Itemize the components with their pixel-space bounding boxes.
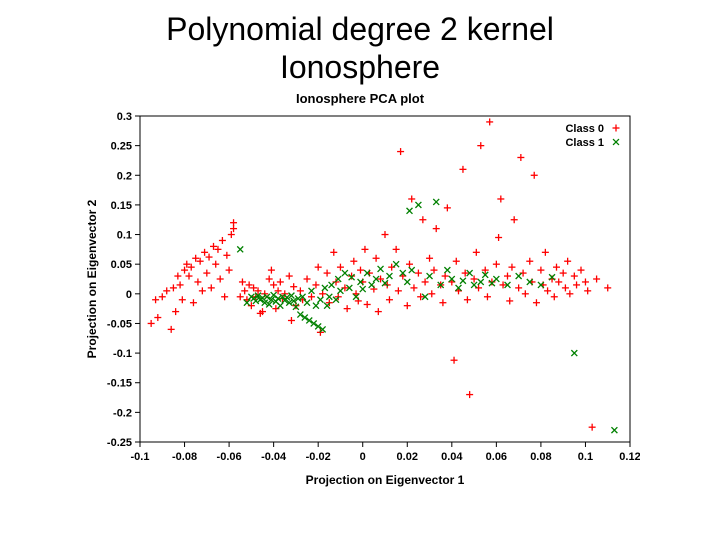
svg-text:0: 0	[126, 289, 132, 301]
svg-text:-0.02: -0.02	[306, 451, 331, 463]
svg-text:-0.04: -0.04	[261, 451, 287, 463]
svg-text:0: 0	[360, 451, 366, 463]
svg-text:0.1: 0.1	[117, 229, 132, 241]
svg-text:0.3: 0.3	[117, 111, 132, 123]
svg-text:-0.1: -0.1	[113, 348, 132, 360]
svg-text:0.08: 0.08	[530, 451, 551, 463]
svg-text:Projection on Eigenvector 2: Projection on Eigenvector 2	[85, 199, 99, 358]
svg-text:0.1: 0.1	[578, 451, 593, 463]
svg-text:-0.08: -0.08	[172, 451, 197, 463]
title-line-2: Ionosphere	[280, 49, 440, 85]
svg-text:Class 1: Class 1	[565, 137, 604, 149]
title-line-1: Polynomial degree 2 kernel	[166, 11, 554, 47]
svg-text:0.05: 0.05	[111, 259, 132, 271]
svg-text:0.2: 0.2	[117, 170, 132, 182]
svg-text:0.12: 0.12	[619, 451, 640, 463]
svg-text:Projection on Eigenvector 1: Projection on Eigenvector 1	[306, 473, 465, 487]
plot-area: -0.1 -0.08 -0.06 -0.04 -0.02 0 0.02 0.04 0.06 0.0…	[80, 110, 640, 490]
svg-text:-0.25: -0.25	[107, 437, 132, 449]
svg-text:-0.2: -0.2	[113, 407, 132, 419]
svg-text:-0.06: -0.06	[217, 451, 242, 463]
svg-text:0.25: 0.25	[111, 140, 132, 152]
svg-text:-0.05: -0.05	[107, 318, 132, 330]
chart-title: Ionosphere PCA plot	[80, 91, 640, 106]
svg-text:0.02: 0.02	[397, 451, 418, 463]
svg-text:0.04: 0.04	[441, 451, 463, 463]
scatter-plot-svg: -0.1 -0.08 -0.06 -0.04 -0.02 0 0.02 0.04 0.06 0.0…	[80, 110, 640, 490]
slide-title: Polynomial degree 2 kernel Ionosphere	[0, 10, 720, 87]
chart-container: Ionosphere PCA plot -0.1-0.08-0.06-0.04-…	[80, 91, 640, 490]
svg-text:0.06: 0.06	[486, 451, 507, 463]
svg-text:-0.1: -0.1	[131, 451, 150, 463]
svg-text:0.15: 0.15	[111, 200, 132, 212]
svg-text:Class 0: Class 0	[565, 123, 604, 135]
svg-text:-0.15: -0.15	[107, 378, 132, 390]
